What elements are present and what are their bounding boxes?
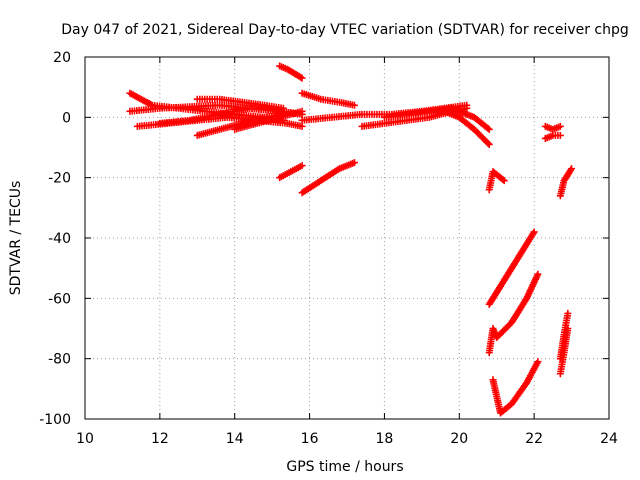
y-tick-label: -60 xyxy=(48,291,71,307)
arc-p-point xyxy=(500,177,508,185)
y-tick-label: 20 xyxy=(53,50,71,66)
arc-q-point xyxy=(529,229,537,237)
arc-h-point xyxy=(298,74,306,82)
arc-m-point xyxy=(485,140,493,148)
arc-t-point xyxy=(556,122,564,130)
arc-s-point xyxy=(534,358,542,366)
x-tick-label: 18 xyxy=(376,431,394,447)
arc-v-point xyxy=(567,166,575,174)
x-tick-label: 14 xyxy=(226,431,244,447)
arc-k-point xyxy=(463,104,471,112)
y-tick-label: -20 xyxy=(48,171,71,187)
x-tick-label: 16 xyxy=(301,431,319,447)
arc-o-point xyxy=(350,159,358,167)
x-tick-label: 24 xyxy=(600,431,618,447)
axis-ticks xyxy=(84,56,610,420)
y-tick-label: -80 xyxy=(48,352,71,368)
arc-e-point xyxy=(279,104,287,112)
arc-q-point xyxy=(530,228,538,236)
data-points xyxy=(126,62,576,417)
arc-r-point xyxy=(534,270,542,278)
arc-w-point xyxy=(564,309,572,317)
y-tick-labels: -100 -80 -60 -40 -20 0 20 xyxy=(39,50,71,428)
y-tick-label: -100 xyxy=(39,412,71,428)
arc-g-point xyxy=(298,107,306,115)
x-axis-label: GPS time / hours xyxy=(286,459,403,475)
y-axis-label: SDTVAR / TECUs xyxy=(8,181,24,296)
x-tick-label: 10 xyxy=(76,431,94,447)
arc-x-point xyxy=(564,325,572,332)
arc-u-point xyxy=(556,131,564,139)
x-tick-label: 12 xyxy=(151,431,169,447)
y-tick-label: -40 xyxy=(48,231,71,247)
arc-l-point xyxy=(484,124,492,132)
arc-c-point xyxy=(298,122,306,130)
arc-i-point xyxy=(350,101,358,109)
arc-p-point xyxy=(499,176,507,184)
y-tick-label: 0 xyxy=(62,110,71,126)
arc-n-point xyxy=(298,162,306,170)
x-tick-label: 20 xyxy=(450,431,468,447)
arc-l-point xyxy=(485,125,493,133)
arc-h-point xyxy=(297,73,305,81)
arc-v-point xyxy=(568,165,576,173)
chart-title: Day 047 of 2021, Sidereal Day-to-day VTE… xyxy=(61,22,629,38)
x-tick-labels: 10 12 14 16 18 20 22 24 xyxy=(76,431,618,447)
arc-m-point xyxy=(484,139,492,147)
x-tick-label: 22 xyxy=(525,431,543,447)
